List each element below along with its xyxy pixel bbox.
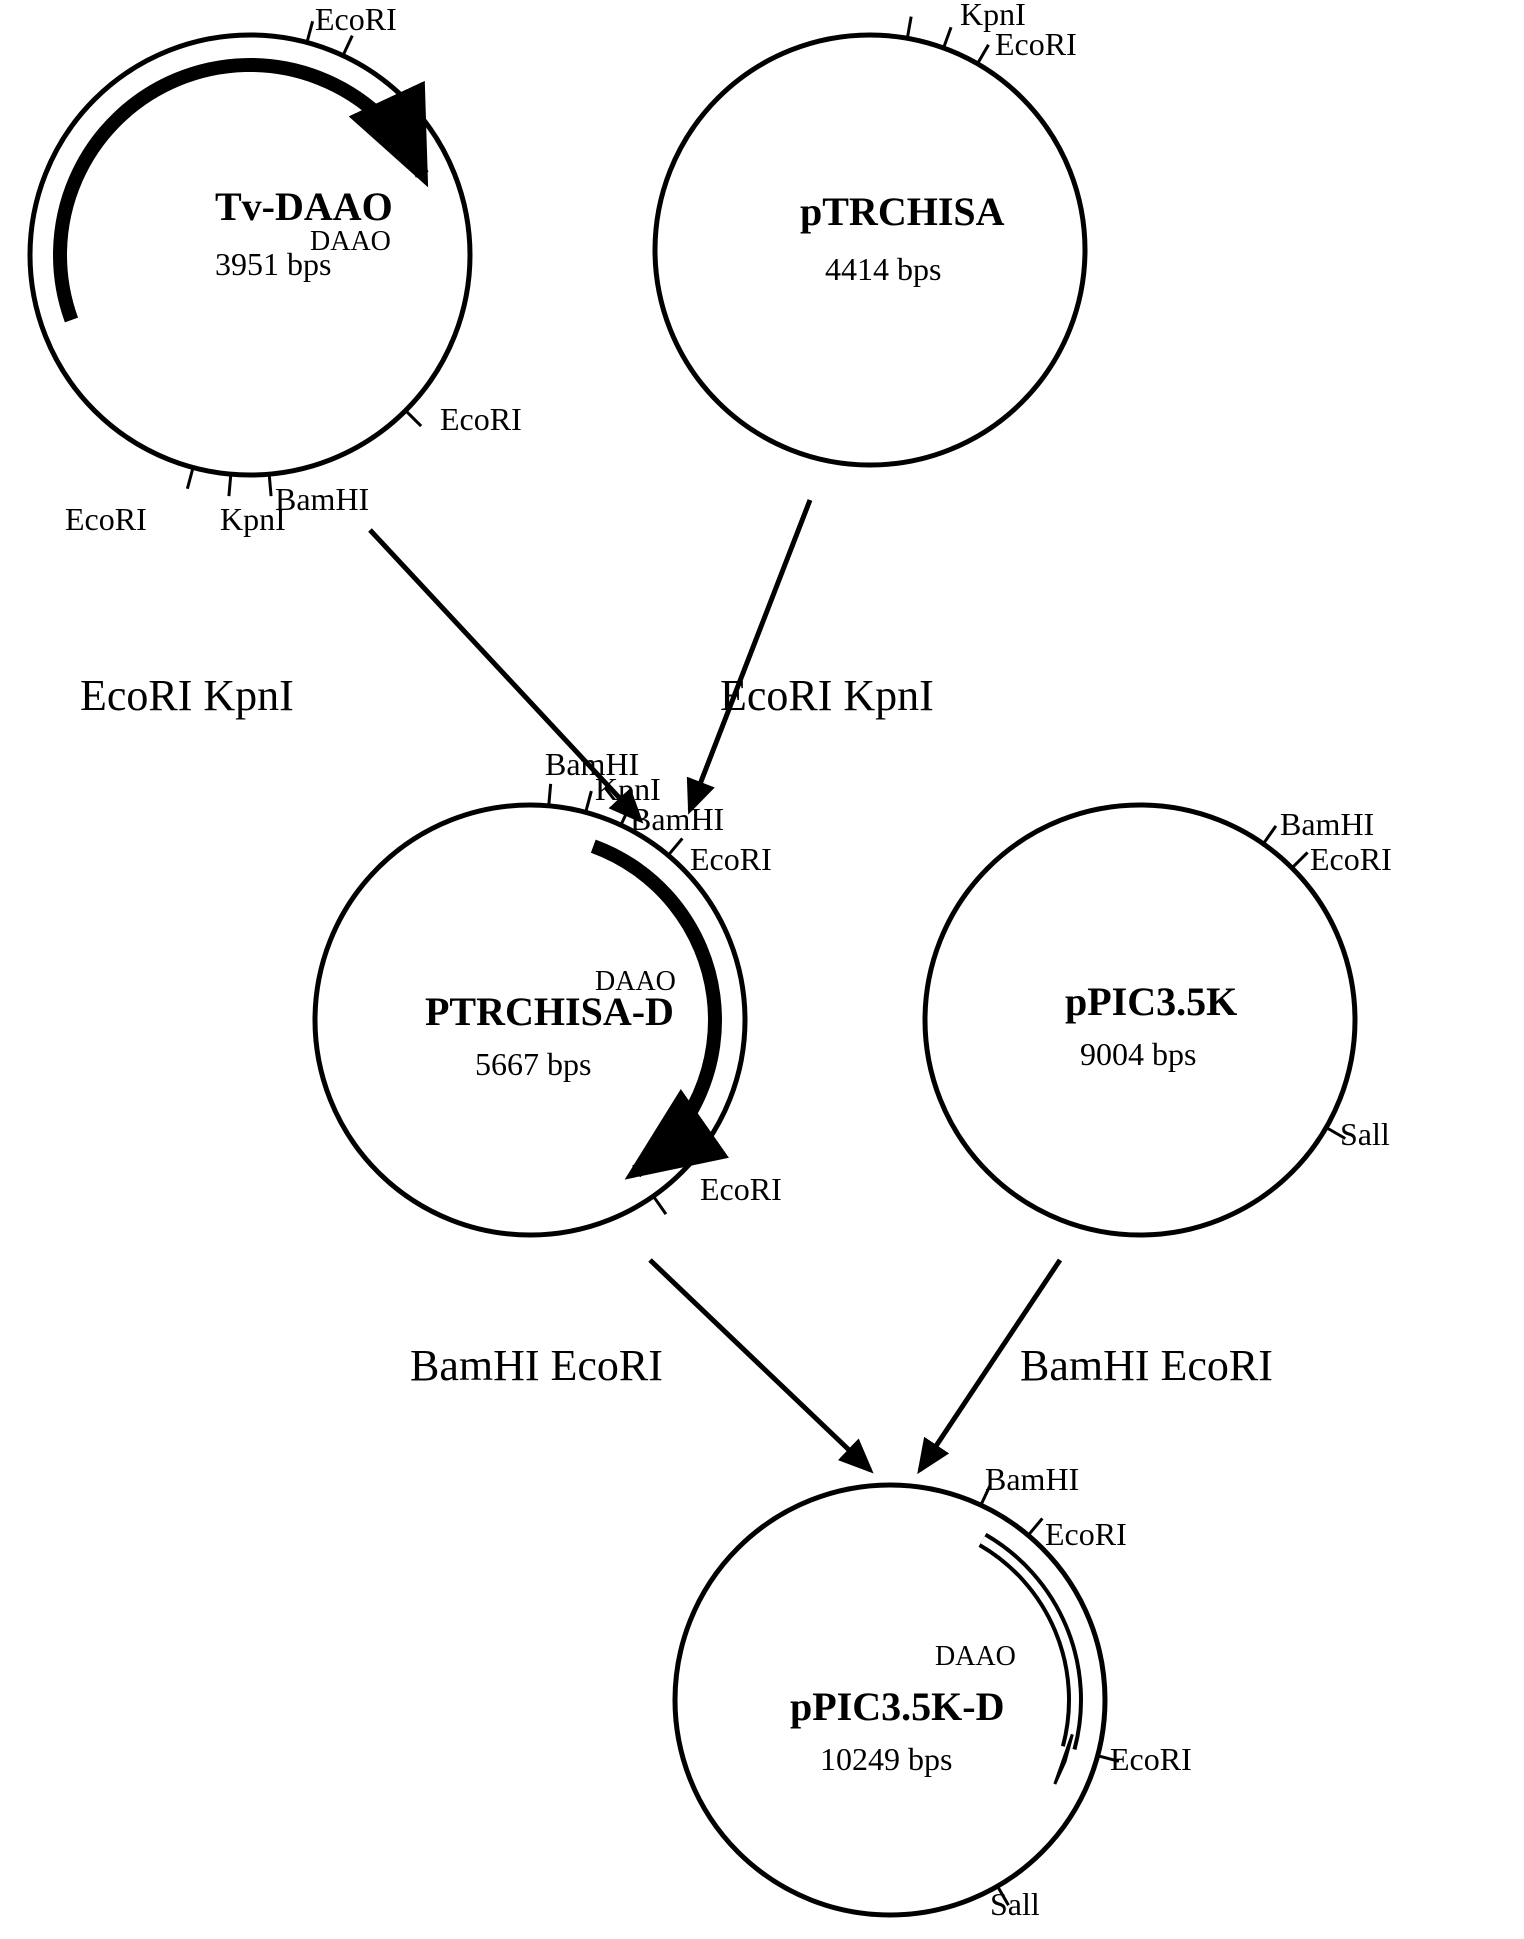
site-label: EcoRI: [1045, 1516, 1127, 1552]
site-label: EcoRI: [700, 1171, 782, 1207]
site-label: EcoRI: [995, 26, 1077, 62]
site-tick: [549, 784, 551, 806]
site-label: Sall: [1340, 1116, 1390, 1152]
gene-label: DAAO: [310, 226, 391, 257]
plasmid-name: Tv-DAAO: [215, 184, 393, 229]
enzyme-label: EcoRI KpnI: [720, 671, 934, 720]
plasmid-size: 10249 bps: [820, 1741, 952, 1777]
site-label: BamHI: [630, 801, 724, 837]
site-label: EcoRI: [1310, 841, 1392, 877]
site-label: EcoRI: [690, 841, 772, 877]
gene-label: DAAO: [935, 1641, 1016, 1672]
site-label: EcoRI: [65, 501, 147, 537]
plasmid-name: pTRCHISA: [800, 189, 1005, 234]
enzyme-label: BamHI EcoRI: [1020, 1341, 1273, 1390]
plasmid-name: pPIC3.5K-D: [790, 1684, 1004, 1729]
enzyme-label: BamHI EcoRI: [410, 1341, 663, 1390]
site-label: BamHI: [1280, 806, 1374, 842]
site-label: EcoRI: [440, 401, 522, 437]
site-label: EcoRI: [1110, 1741, 1192, 1777]
gene-label: DAAO: [595, 966, 676, 997]
enzyme-label: EcoRI KpnI: [80, 671, 294, 720]
plasmid-size: 4414 bps: [825, 251, 941, 287]
plasmid-name: pPIC3.5K: [1065, 979, 1237, 1024]
plasmid-size: 5667 bps: [475, 1046, 591, 1082]
site-label: KpnI: [220, 501, 286, 537]
site-label: Sall: [990, 1886, 1040, 1922]
site-tick: [229, 474, 231, 496]
site-tick: [269, 474, 271, 496]
site-label: EcoRI: [315, 1, 397, 37]
plasmid-size: 9004 bps: [1080, 1036, 1196, 1072]
site-label: BamHI: [985, 1461, 1079, 1497]
site-label: BamHI: [275, 481, 369, 517]
